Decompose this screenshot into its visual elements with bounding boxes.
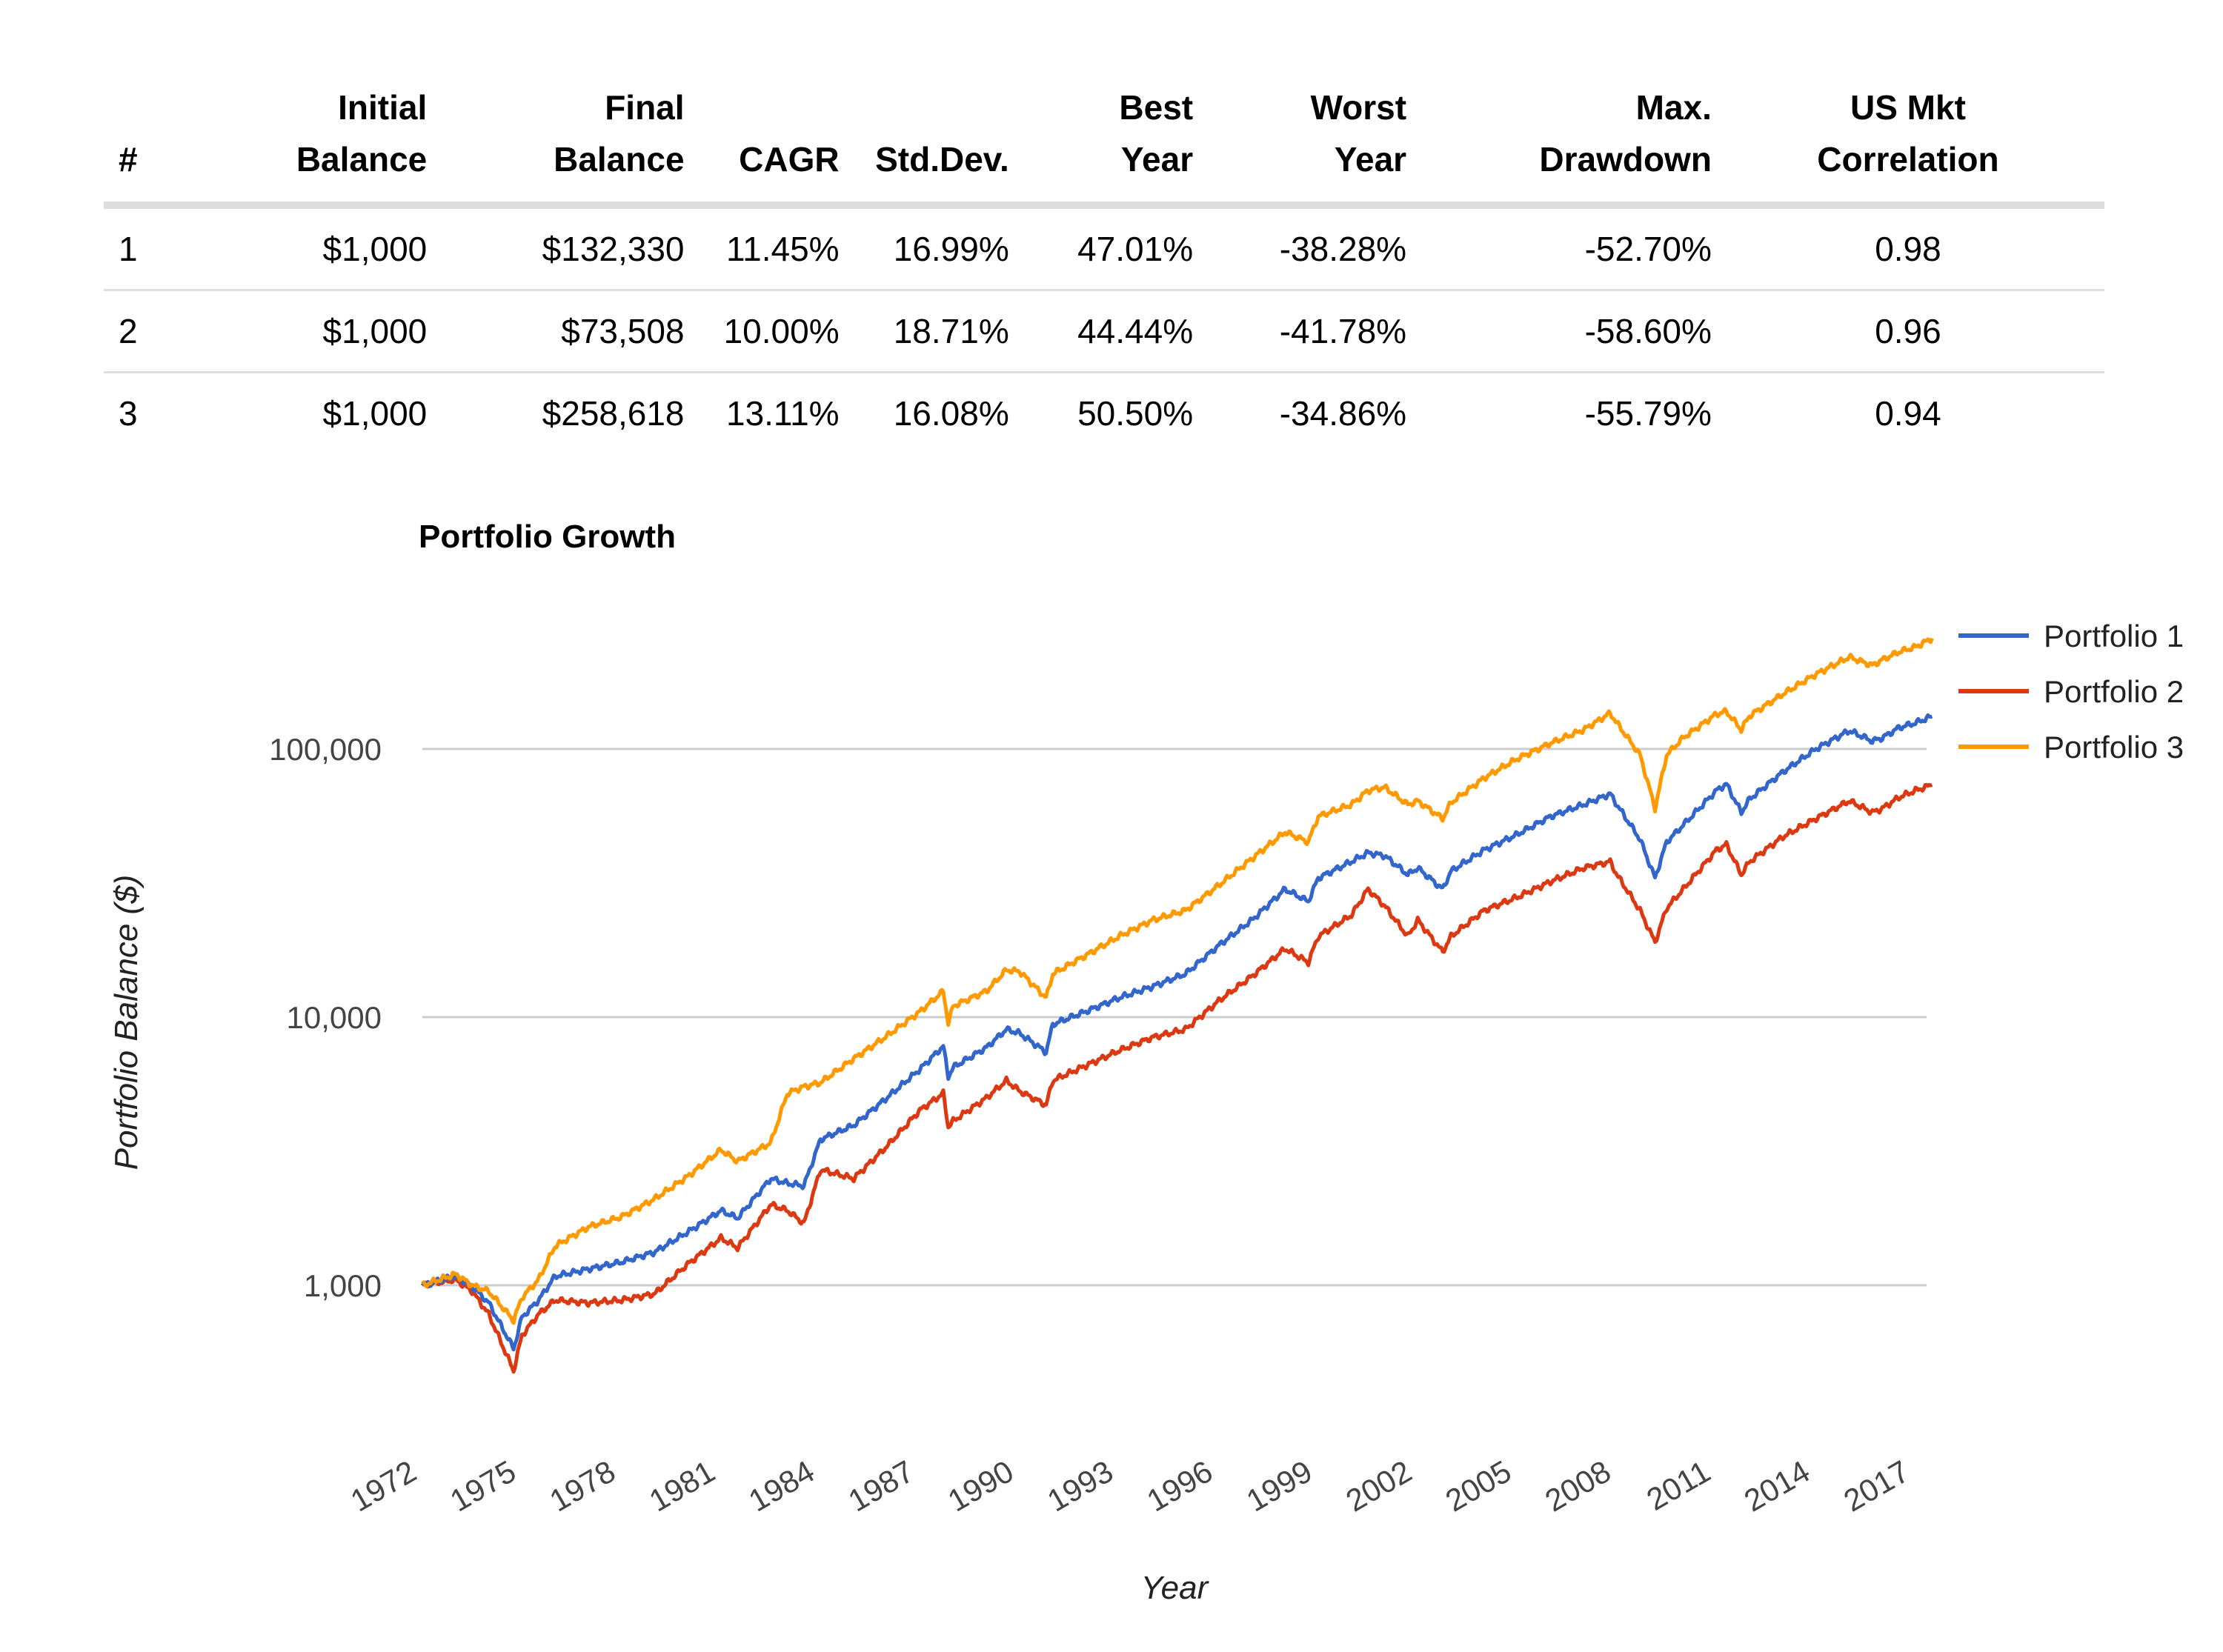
cell-col-best-year: 50.50% [1077, 394, 1194, 433]
y-tick-label: 10,000 [287, 1000, 382, 1035]
cell-col-cagr: 10.00% [684, 290, 840, 373]
table-body: 1 $1,000 $132,330 11.45% 16.99% 47.01% -38.28%… [104, 205, 2104, 453]
series-lines [420, 637, 1934, 1374]
x-tick-label: 1975 [444, 1453, 521, 1518]
x-tick-label: 2005 [1440, 1453, 1517, 1518]
x-tick-label: 1978 [544, 1453, 621, 1518]
cell-col-initial-balance: $1,000 [206, 205, 428, 291]
cell-col-initial-balance: $1,000 [206, 290, 428, 373]
legend-label-1: Portfolio 1 [2044, 619, 2184, 653]
x-tick-label: 1987 [843, 1453, 920, 1518]
cell-col-number: 3 [119, 394, 138, 433]
series-line-3 [421, 637, 1934, 1325]
cell-col-max-drawdown: -52.70% [1406, 205, 1712, 291]
cell-col-stddev: 18.71% [839, 290, 1009, 373]
header-col-stddev: Std.Dev. [839, 81, 1009, 209]
x-tick-label: 1999 [1240, 1453, 1317, 1518]
legend: Portfolio 1 Portfolio 2 Portfolio 3 [1958, 619, 2184, 765]
cell-col-initial-balance: $1,000 [322, 394, 428, 433]
x-tick-label: 2008 [1539, 1453, 1616, 1518]
series-line-2 [422, 782, 1933, 1374]
cell-col-final-balance: $73,508 [427, 290, 685, 373]
axis-ticks: 1,000 10,000 100,000 1972 1975 1978 1981 1984 19… [269, 732, 1915, 1519]
x-tick-label: 2014 [1738, 1453, 1815, 1518]
cell-col-us-mkt-correlation: 0.94 [1875, 394, 1941, 433]
header-col-number: # [104, 81, 207, 209]
cell-col-us-mkt-correlation: 0.96 [1711, 290, 2104, 373]
table-header-row: # Initial Balance Final Balance CAGR Std.Dev… [104, 81, 2104, 209]
x-axis-title: Year [1141, 1570, 1210, 1606]
legend-label-3: Portfolio 3 [2044, 730, 2184, 765]
header-col-cagr: CAGR [684, 81, 840, 209]
cell-col-final-balance: $258,618 [542, 394, 685, 433]
header-col-initial-balance: Initial Balance [206, 81, 428, 209]
x-tick-label: 2002 [1340, 1453, 1417, 1518]
y-tick-label: 100,000 [269, 732, 382, 767]
cell-col-number: 2 [104, 290, 207, 373]
portfolio-stats-table: # Initial Balance Final Balance CAGR Std.Dev… [104, 81, 2104, 453]
y-axis-title: Portfolio Balance ($) [108, 875, 144, 1170]
cell-col-final-balance: $132,330 [427, 205, 685, 291]
x-tick-label: 1981 [643, 1453, 720, 1518]
header-col-best-year: Best Year [1009, 81, 1194, 209]
table-row: 3 $1,000 $258,618 13.11% 16.08% 50.50% -34.86%… [104, 373, 2104, 454]
x-tick-label: 1972 [345, 1453, 422, 1518]
legend-label-2: Portfolio 2 [2044, 674, 2184, 709]
x-tick-label: 1984 [742, 1453, 820, 1518]
cell-col-cagr: 11.45% [684, 205, 840, 291]
cell-col-worst-year: -34.86% [1279, 394, 1407, 433]
cell-col-worst-year: -38.28% [1193, 205, 1407, 291]
header-col-us-mkt-correlation: US Mkt Correlation [1711, 81, 2104, 209]
header-col-final-balance: Final Balance [427, 81, 685, 209]
table-row: 1 $1,000 $132,330 11.45% 16.99% 47.01% -38.28%… [104, 205, 2104, 291]
y-tick-label: 1,000 [304, 1268, 382, 1303]
x-tick-label: 1996 [1141, 1453, 1218, 1518]
x-tick-label: 1990 [942, 1453, 1019, 1518]
cell-col-best-year: 44.44% [1009, 290, 1194, 373]
series-line-1 [420, 713, 1933, 1352]
cell-col-us-mkt-correlation: 0.98 [1711, 205, 2104, 291]
header-col-max-drawdown: Max. Drawdown [1406, 81, 1712, 209]
x-tick-label: 1993 [1041, 1453, 1118, 1518]
table-row: 2 $1,000 $73,508 10.00% 18.71% 44.44% -41.78% -… [104, 290, 2104, 373]
cell-col-max-drawdown: -55.79% [1584, 394, 1712, 433]
cell-col-cagr: 13.11% [725, 394, 840, 433]
cell-col-best-year: 47.01% [1009, 205, 1194, 291]
cell-col-number: 1 [104, 205, 207, 291]
cell-col-max-drawdown: -58.60% [1406, 290, 1712, 373]
x-tick-label: 2011 [1641, 1453, 1716, 1517]
cell-col-stddev: 16.08% [893, 394, 1009, 433]
cell-col-stddev: 16.99% [839, 205, 1009, 291]
x-tick-label: 2017 [1838, 1453, 1915, 1518]
chart-title: Portfolio Growth [419, 519, 677, 555]
cell-col-worst-year: -41.78% [1193, 290, 1407, 373]
header-col-worst-year: Worst Year [1193, 81, 1407, 209]
